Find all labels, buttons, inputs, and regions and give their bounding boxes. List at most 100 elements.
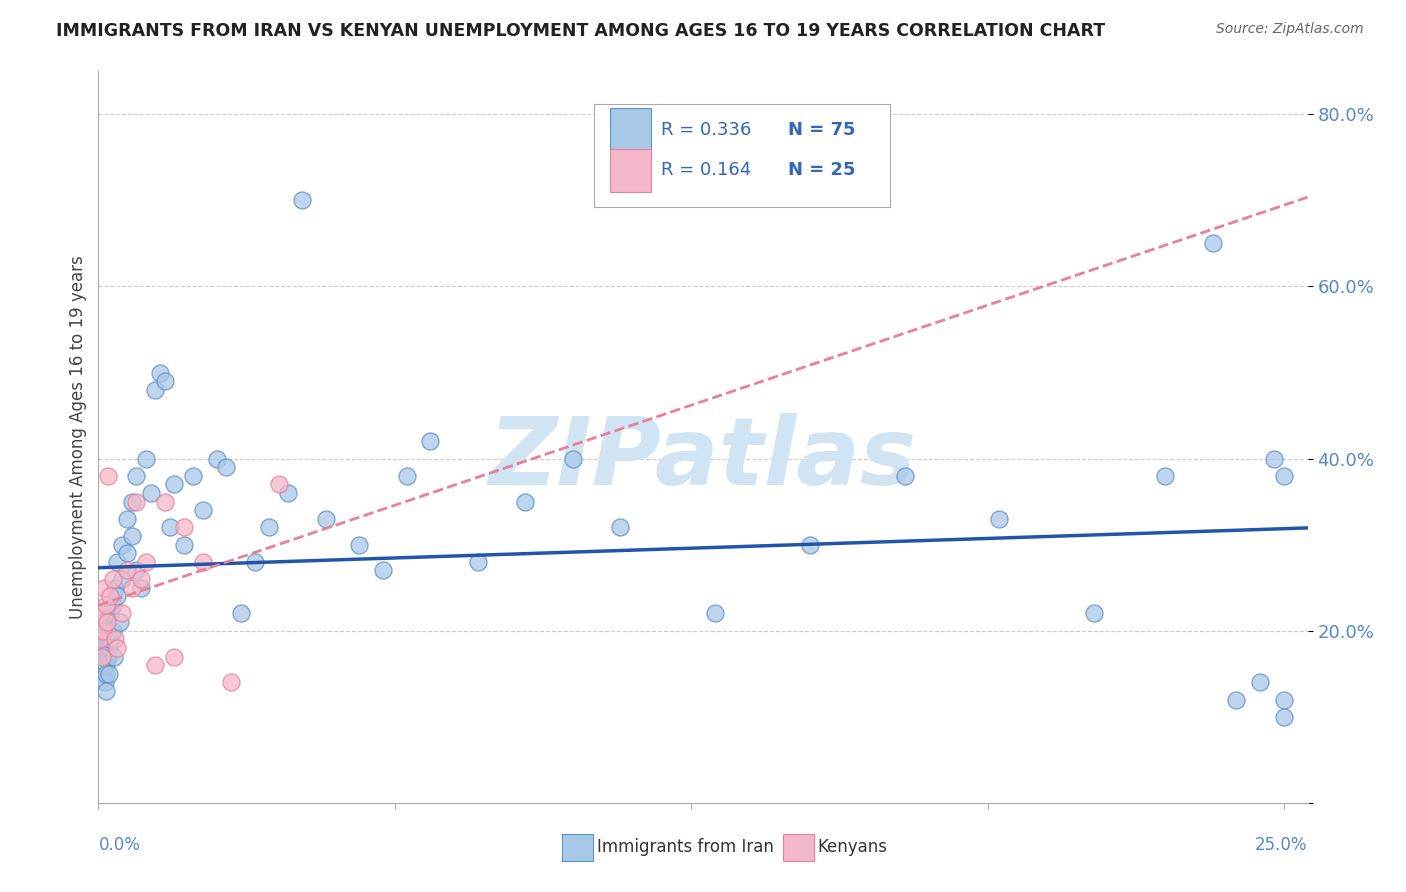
Point xyxy=(1202,236,1225,251)
Point xyxy=(96,684,118,698)
Point xyxy=(97,468,120,483)
Point xyxy=(90,624,112,638)
Point xyxy=(104,581,127,595)
Point xyxy=(799,538,821,552)
Text: Source: ZipAtlas.com: Source: ZipAtlas.com xyxy=(1216,22,1364,37)
Point xyxy=(104,632,127,647)
Point xyxy=(277,486,299,500)
Point xyxy=(89,640,111,655)
Point xyxy=(139,486,162,500)
Point xyxy=(115,546,138,560)
Point xyxy=(159,520,181,534)
Point xyxy=(90,666,112,681)
Point xyxy=(143,658,166,673)
Point xyxy=(229,607,252,621)
FancyBboxPatch shape xyxy=(595,104,890,207)
Point xyxy=(163,477,186,491)
Point xyxy=(111,607,134,621)
Point xyxy=(96,632,118,647)
Point xyxy=(101,572,124,586)
Point xyxy=(90,649,112,664)
Point xyxy=(96,615,118,629)
FancyBboxPatch shape xyxy=(783,834,814,861)
Point xyxy=(97,640,120,655)
Point xyxy=(108,615,131,629)
Text: Immigrants from Iran: Immigrants from Iran xyxy=(596,838,773,856)
Point xyxy=(105,640,128,655)
Point xyxy=(93,649,115,664)
Point xyxy=(609,520,631,534)
Point xyxy=(163,649,186,664)
Point xyxy=(467,555,489,569)
Text: R = 0.336: R = 0.336 xyxy=(661,121,751,139)
Point xyxy=(1272,710,1295,724)
Point xyxy=(93,675,115,690)
Point xyxy=(135,555,157,569)
Point xyxy=(125,468,148,483)
Point xyxy=(893,468,915,483)
Point xyxy=(125,494,148,508)
Point xyxy=(90,607,112,621)
Point xyxy=(243,555,266,569)
Point xyxy=(98,666,121,681)
Point xyxy=(191,503,214,517)
Point xyxy=(91,624,114,638)
Point xyxy=(215,460,238,475)
Point xyxy=(111,538,134,552)
Point xyxy=(291,194,314,208)
Text: ZIPatlas: ZIPatlas xyxy=(489,413,917,505)
Point xyxy=(561,451,583,466)
Point xyxy=(371,564,394,578)
Point xyxy=(515,494,537,508)
Point xyxy=(97,649,120,664)
Point xyxy=(94,598,117,612)
Point xyxy=(1272,468,1295,483)
Point xyxy=(1154,468,1177,483)
Point xyxy=(121,494,143,508)
Text: 0.0%: 0.0% xyxy=(98,836,141,854)
Point xyxy=(91,632,114,647)
Point xyxy=(125,564,148,578)
Point xyxy=(91,658,114,673)
Point xyxy=(153,494,176,508)
Point xyxy=(1225,692,1247,706)
Point xyxy=(98,632,121,647)
FancyBboxPatch shape xyxy=(561,834,593,861)
Text: 25.0%: 25.0% xyxy=(1256,836,1308,854)
Point xyxy=(173,520,195,534)
Point xyxy=(703,607,725,621)
Point xyxy=(111,572,134,586)
Point xyxy=(94,640,117,655)
Point xyxy=(1249,675,1271,690)
Point xyxy=(1272,692,1295,706)
Point xyxy=(419,434,441,449)
Point xyxy=(173,538,195,552)
Text: N = 75: N = 75 xyxy=(787,121,855,139)
FancyBboxPatch shape xyxy=(610,108,651,152)
Point xyxy=(143,383,166,397)
Text: N = 25: N = 25 xyxy=(787,161,855,179)
Point xyxy=(1083,607,1105,621)
Point xyxy=(89,632,111,647)
Point xyxy=(115,564,138,578)
Point xyxy=(315,512,337,526)
Point xyxy=(98,607,121,621)
Point xyxy=(191,555,214,569)
Point xyxy=(205,451,228,466)
Text: IMMIGRANTS FROM IRAN VS KENYAN UNEMPLOYMENT AMONG AGES 16 TO 19 YEARS CORRELATIO: IMMIGRANTS FROM IRAN VS KENYAN UNEMPLOYM… xyxy=(56,22,1105,40)
Point xyxy=(105,555,128,569)
Point xyxy=(97,624,120,638)
Point xyxy=(219,675,242,690)
Point xyxy=(257,520,280,534)
Point xyxy=(129,581,152,595)
Text: R = 0.164: R = 0.164 xyxy=(661,161,751,179)
Point xyxy=(129,572,152,586)
FancyBboxPatch shape xyxy=(610,149,651,192)
Point xyxy=(98,589,121,603)
Y-axis label: Unemployment Among Ages 16 to 19 years: Unemployment Among Ages 16 to 19 years xyxy=(69,255,87,619)
Point xyxy=(94,658,117,673)
Point xyxy=(135,451,157,466)
Point xyxy=(90,649,112,664)
Point xyxy=(149,366,172,380)
Point xyxy=(103,649,125,664)
